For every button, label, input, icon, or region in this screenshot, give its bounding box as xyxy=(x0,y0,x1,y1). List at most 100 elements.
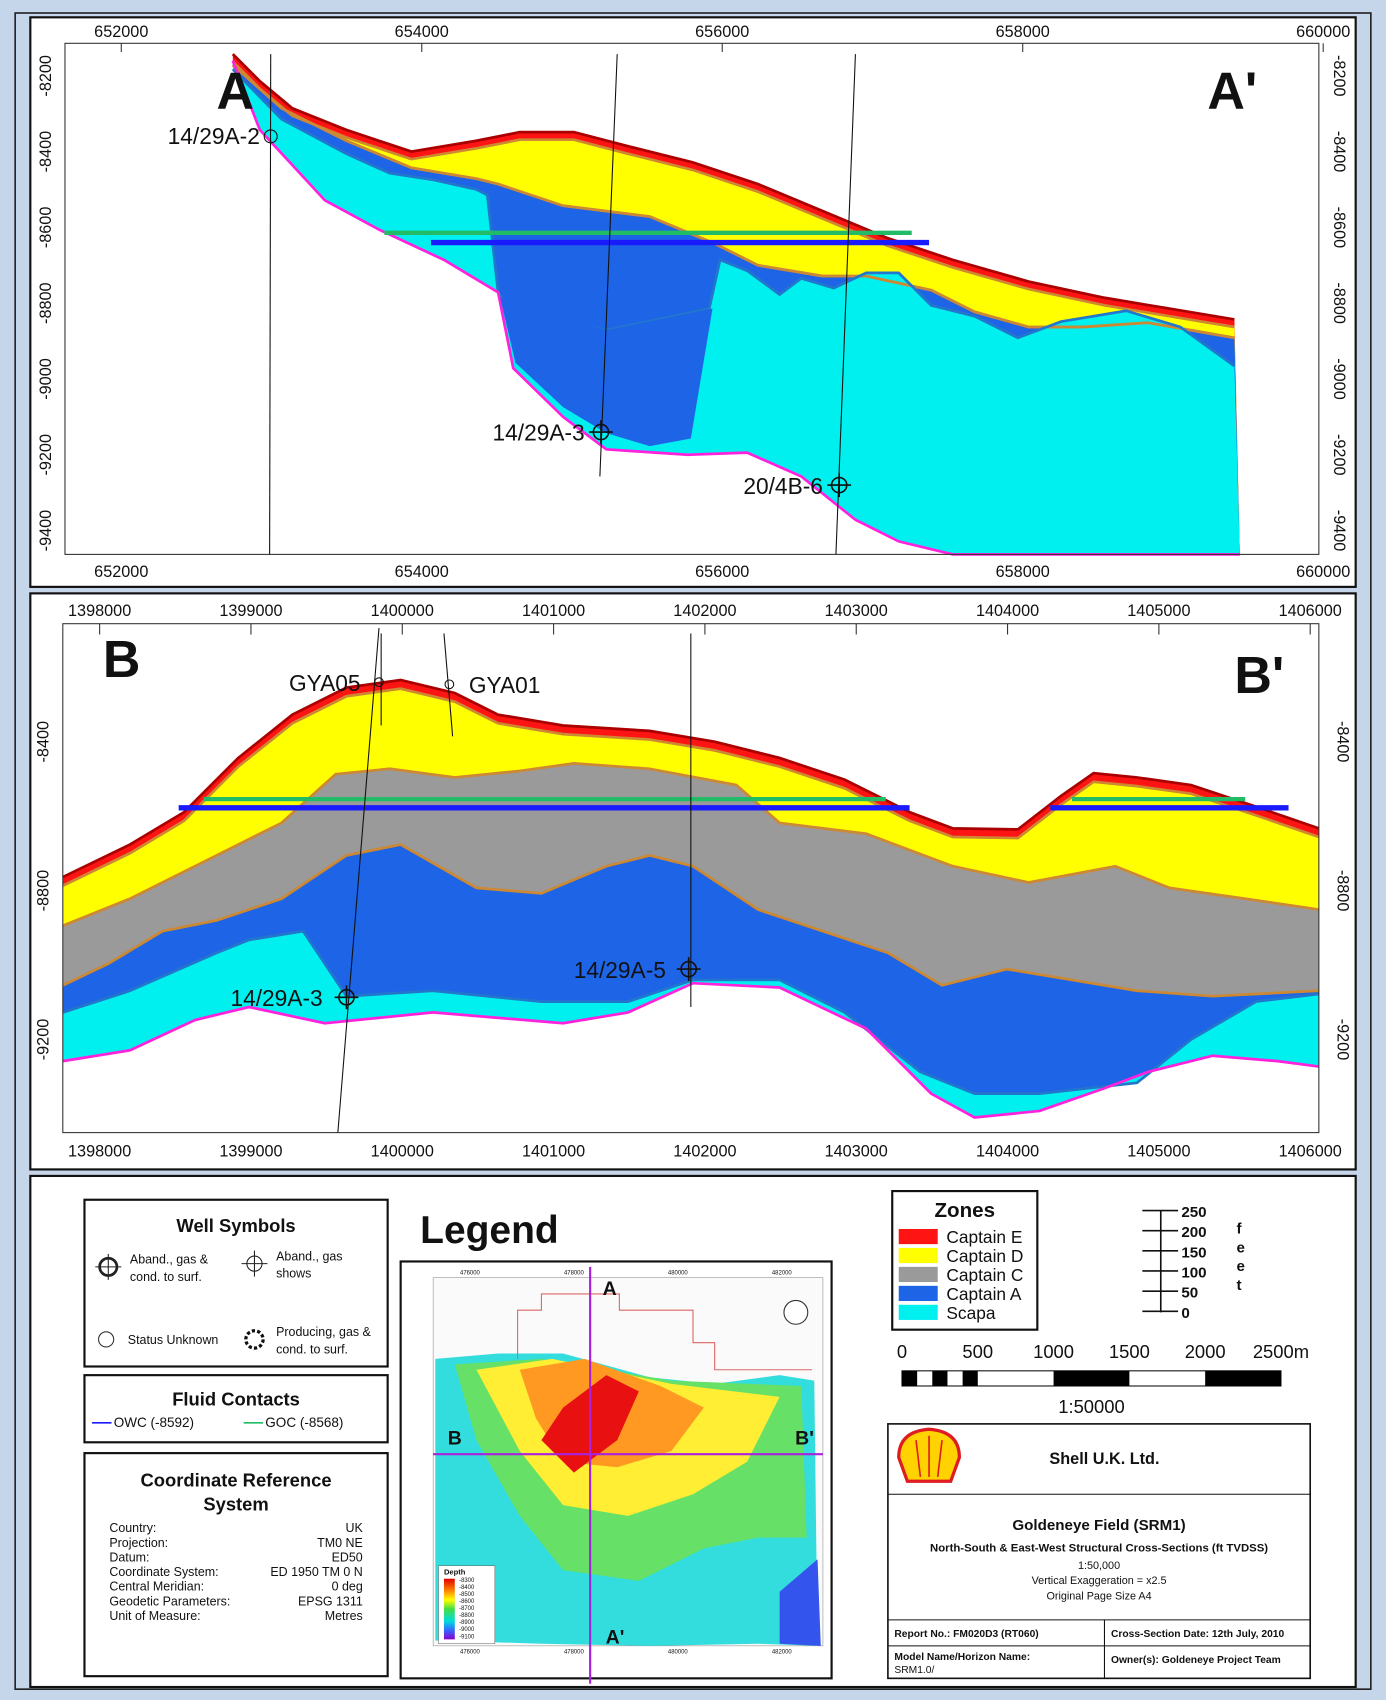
label: e xyxy=(1237,1258,1245,1275)
scale-segment xyxy=(1205,1371,1281,1386)
label: 14/29A-2 xyxy=(168,123,260,149)
depth-colorbar xyxy=(444,1579,455,1640)
label: B' xyxy=(795,1427,814,1449)
label: -9100 xyxy=(459,1634,475,1640)
label: -9200 xyxy=(1330,434,1348,476)
label: A' xyxy=(1207,62,1257,120)
label: e xyxy=(1237,1239,1245,1256)
label: Coordinate Reference xyxy=(141,1470,332,1491)
label: 14/29A-5 xyxy=(574,957,666,983)
label: 660000 xyxy=(1296,563,1350,581)
label: 1400000 xyxy=(371,1142,434,1160)
label: B' xyxy=(1234,647,1284,705)
label: 100 xyxy=(1181,1264,1206,1281)
label: TM0 NE xyxy=(317,1536,363,1550)
label: UK xyxy=(345,1521,363,1535)
label: -8400 xyxy=(1333,721,1351,763)
label: -8800 xyxy=(1330,282,1348,324)
label: 656000 xyxy=(695,23,749,41)
label: Captain E xyxy=(946,1227,1022,1247)
label: -8200 xyxy=(1330,55,1348,97)
label: SRM1.0/ xyxy=(894,1665,934,1676)
label: -8400 xyxy=(459,1585,475,1591)
label: -9400 xyxy=(37,510,55,552)
label: ED50 xyxy=(332,1550,363,1564)
label: -8600 xyxy=(37,207,55,249)
label: 1405000 xyxy=(1127,602,1190,620)
label: 480000 xyxy=(668,1270,689,1276)
label: 1000 xyxy=(1033,1341,1074,1362)
label: 1404000 xyxy=(976,1142,1039,1160)
label: 660000 xyxy=(1296,23,1350,41)
page: { "section_a": {"label_left": "A", "labe… xyxy=(0,0,1386,1700)
label: 1398000 xyxy=(68,1142,131,1160)
label: 2500m xyxy=(1253,1341,1309,1362)
label: 1401000 xyxy=(522,1142,585,1160)
label: -8800 xyxy=(37,282,55,324)
label: -9000 xyxy=(37,358,55,400)
label: ED 1950 TM 0 N xyxy=(270,1565,362,1579)
label: -9000 xyxy=(459,1627,475,1633)
label: 0 xyxy=(897,1341,907,1362)
label: 482000 xyxy=(772,1649,793,1655)
label: 1402000 xyxy=(673,1142,736,1160)
scale-segment xyxy=(1054,1371,1130,1386)
label: Captain D xyxy=(946,1246,1023,1266)
zone-swatch xyxy=(899,1267,938,1282)
label: GYA05 xyxy=(289,670,361,696)
label: Geodetic Parameters: xyxy=(109,1594,230,1608)
label: A xyxy=(603,1278,617,1300)
label: Datum: xyxy=(109,1550,149,1564)
label: cond. to surf. xyxy=(276,1343,348,1357)
label: Status Unknown xyxy=(128,1333,219,1347)
label: 480000 xyxy=(668,1649,689,1655)
label: 500 xyxy=(962,1341,993,1362)
label: cond. to surf. xyxy=(130,1270,202,1284)
label: 0 xyxy=(1181,1305,1189,1322)
label: 1398000 xyxy=(68,602,131,620)
label: Metres xyxy=(325,1609,363,1623)
label: Projection: xyxy=(109,1536,168,1550)
label: B xyxy=(103,631,141,689)
label: 0 deg xyxy=(332,1580,363,1594)
label: 1500 xyxy=(1109,1341,1150,1362)
label: Central Meridian: xyxy=(109,1580,204,1594)
label: -8600 xyxy=(459,1599,475,1605)
label: 1:50,000 xyxy=(1078,1560,1120,1572)
label: 14/29A-3 xyxy=(493,420,585,446)
label: 1406000 xyxy=(1279,602,1342,620)
label: GYA01 xyxy=(469,672,541,698)
label: 652000 xyxy=(94,563,148,581)
label: Shell U.K. Ltd. xyxy=(1049,1450,1159,1468)
label: OWC (-8592) xyxy=(114,1415,194,1430)
north-arrow xyxy=(784,1300,808,1324)
label: -8300 xyxy=(459,1578,475,1584)
zone-swatch xyxy=(899,1305,938,1320)
label: 200 xyxy=(1181,1224,1206,1241)
label: 1399000 xyxy=(219,602,282,620)
label: 20/4B-6 xyxy=(743,473,823,499)
label: Aband., gas & xyxy=(130,1253,209,1267)
figure: 6520006520006540006540006560006560006580… xyxy=(0,0,1386,1700)
label: EPSG 1311 xyxy=(298,1594,363,1608)
label: 150 xyxy=(1181,1244,1206,1261)
zone-swatch xyxy=(899,1286,938,1301)
label: Zones xyxy=(935,1199,996,1222)
label: Captain A xyxy=(946,1284,1022,1304)
label: 1403000 xyxy=(825,602,888,620)
label: 250 xyxy=(1181,1204,1206,1221)
label: Original Page Size A4 xyxy=(1046,1590,1151,1602)
scale-segment xyxy=(902,1371,917,1386)
label: 1404000 xyxy=(976,602,1039,620)
label: -8900 xyxy=(459,1620,475,1626)
label: 1399000 xyxy=(219,1142,282,1160)
label: 476000 xyxy=(460,1270,481,1276)
zone-swatch xyxy=(899,1229,938,1244)
label: Owner(s): Goldeneye Project Team xyxy=(1111,1655,1281,1666)
label: t xyxy=(1237,1277,1242,1294)
label: -8600 xyxy=(1330,207,1348,249)
label: 658000 xyxy=(996,563,1050,581)
label: Depth xyxy=(444,1567,466,1576)
label: 2000 xyxy=(1185,1341,1226,1362)
label: A' xyxy=(606,1627,625,1649)
